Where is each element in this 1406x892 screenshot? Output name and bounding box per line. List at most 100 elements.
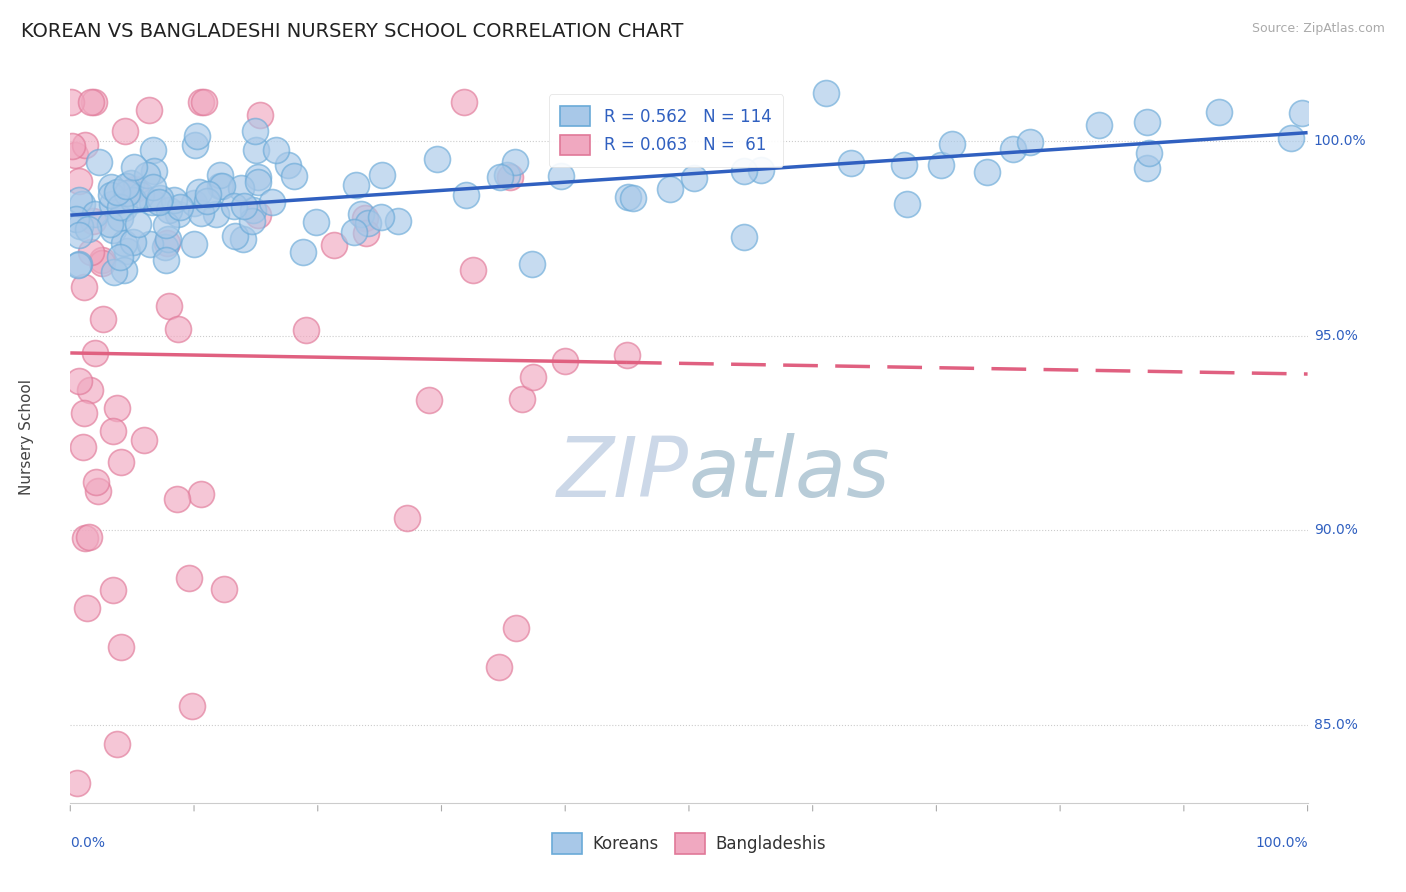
- Point: [463, 262, 485, 277]
- Point: [357, 216, 380, 230]
- Point: [103, 583, 125, 598]
- Point: [127, 217, 149, 231]
- Point: [72, 440, 94, 454]
- Point: [135, 168, 157, 182]
- Point: [454, 188, 477, 202]
- Point: [242, 214, 264, 228]
- Point: [931, 158, 953, 172]
- Text: atlas: atlas: [689, 434, 890, 514]
- Point: [426, 152, 449, 166]
- Point: [63, 148, 86, 162]
- Point: [242, 202, 264, 217]
- Point: [108, 200, 131, 214]
- Point: [114, 124, 136, 138]
- Point: [305, 215, 328, 229]
- Point: [617, 190, 640, 204]
- Point: [249, 108, 271, 122]
- Point: [70, 197, 93, 211]
- Text: 100.0%: 100.0%: [1313, 135, 1367, 148]
- Point: [101, 424, 124, 438]
- Point: [117, 244, 139, 258]
- Point: [72, 406, 94, 420]
- Point: [139, 236, 162, 251]
- Point: [489, 170, 512, 185]
- Point: [67, 259, 90, 273]
- Point: [232, 232, 254, 246]
- Point: [245, 143, 267, 157]
- Point: [193, 95, 215, 110]
- Point: [896, 196, 918, 211]
- Text: Nursery School: Nursery School: [20, 379, 35, 495]
- Point: [222, 199, 245, 213]
- Point: [266, 144, 288, 158]
- Point: [155, 218, 177, 232]
- Point: [1001, 141, 1024, 155]
- Point: [66, 776, 89, 790]
- Point: [110, 454, 132, 468]
- Point: [941, 136, 963, 151]
- Point: [103, 223, 125, 237]
- Point: [499, 170, 522, 185]
- Point: [89, 155, 111, 169]
- Point: [354, 227, 377, 241]
- Point: [163, 193, 186, 207]
- Point: [233, 199, 256, 213]
- Point: [197, 187, 219, 202]
- Point: [733, 164, 755, 178]
- Point: [156, 232, 179, 246]
- Point: [91, 312, 114, 326]
- Point: [98, 217, 121, 231]
- Point: [1291, 106, 1313, 120]
- Point: [208, 168, 231, 182]
- Text: KOREAN VS BANGLADESHI NURSERY SCHOOL CORRELATION CHART: KOREAN VS BANGLADESHI NURSERY SCHOOL COR…: [21, 22, 683, 41]
- Point: [453, 95, 475, 110]
- Point: [90, 256, 112, 270]
- Point: [149, 191, 172, 205]
- Point: [177, 571, 200, 585]
- Point: [84, 346, 107, 360]
- Point: [190, 487, 212, 501]
- Text: 95.0%: 95.0%: [1313, 329, 1358, 343]
- Text: ZIP: ZIP: [557, 434, 689, 514]
- Point: [73, 531, 96, 545]
- Point: [353, 211, 375, 226]
- Point: [181, 698, 204, 713]
- Text: 90.0%: 90.0%: [1313, 524, 1358, 538]
- Point: [1208, 105, 1230, 120]
- Point: [211, 178, 233, 193]
- Point: [183, 138, 205, 153]
- Point: [370, 211, 392, 225]
- Point: [224, 229, 246, 244]
- Point: [79, 383, 101, 397]
- Point: [195, 194, 218, 208]
- Point: [73, 137, 96, 152]
- Point: [209, 178, 232, 193]
- Point: [418, 393, 440, 408]
- Point: [343, 225, 366, 239]
- Point: [132, 433, 155, 447]
- Point: [124, 182, 146, 196]
- Legend: Koreans, Bangladeshis: Koreans, Bangladeshis: [546, 827, 832, 860]
- Point: [131, 188, 153, 202]
- Point: [682, 171, 704, 186]
- Point: [277, 158, 299, 172]
- Point: [167, 207, 190, 221]
- Point: [212, 582, 235, 596]
- Point: [322, 237, 344, 252]
- Point: [344, 178, 367, 193]
- Point: [183, 237, 205, 252]
- Point: [84, 207, 107, 221]
- Point: [246, 170, 269, 185]
- Point: [190, 206, 212, 220]
- Point: [112, 201, 135, 215]
- Point: [112, 262, 135, 277]
- Point: [112, 235, 135, 250]
- Point: [1018, 136, 1040, 150]
- Point: [260, 195, 283, 210]
- Point: [839, 156, 862, 170]
- Point: [79, 530, 101, 544]
- Point: [396, 511, 419, 525]
- Point: [142, 164, 165, 178]
- Point: [105, 738, 128, 752]
- Point: [190, 95, 212, 110]
